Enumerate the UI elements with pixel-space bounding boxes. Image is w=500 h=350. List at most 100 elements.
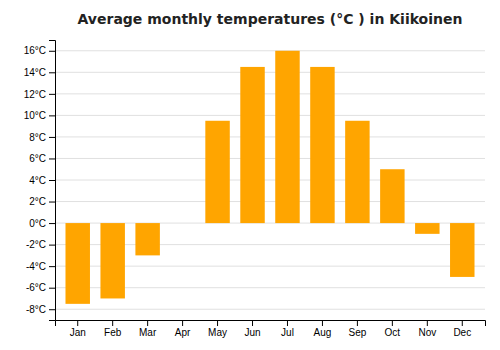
bars — [65, 51, 474, 304]
y-tick: 6°C — [29, 153, 55, 164]
y-tick: 0°C — [29, 218, 55, 229]
y-tick-mark — [49, 202, 55, 203]
x-tick-mark — [287, 320, 288, 326]
bar — [415, 223, 439, 234]
x-tick-mark — [252, 320, 253, 326]
y-tick-label: -8°C — [26, 304, 46, 315]
x-tick-label: Sep — [348, 327, 366, 338]
x-tick: Dec — [453, 320, 471, 338]
y-tick-label: 14°C — [24, 67, 46, 78]
x-tick: Nov — [418, 320, 436, 338]
x-tick-label: Feb — [104, 327, 122, 338]
x-tick-mark — [357, 320, 358, 326]
x-tick: Jan — [70, 320, 86, 338]
grid-line — [55, 115, 485, 116]
plot-area: -8°C -6°C -4°C -2°C 0°C 2°C 4°C 6°C 8°C 10°C 12°C 1… — [24, 41, 486, 339]
y-tick-mark — [49, 180, 55, 181]
bar — [310, 67, 334, 223]
y-tick: -8°C — [26, 304, 55, 315]
x-tick-label: Dec — [453, 327, 471, 338]
x-tick: Oct — [385, 320, 401, 338]
x-tick-label: Mar — [139, 327, 157, 338]
x-tick: Jun — [244, 320, 260, 338]
y-tick-label: -4°C — [26, 261, 46, 272]
x-tick: Sep — [348, 320, 366, 338]
x-tick-label: May — [208, 327, 227, 338]
y-tick-label: 6°C — [29, 153, 46, 164]
y-tick: 4°C — [29, 175, 55, 186]
y-tick-label: -6°C — [26, 282, 46, 293]
x-tick-label: Apr — [175, 327, 191, 338]
x-tick-label: Nov — [418, 327, 436, 338]
y-tick: -6°C — [26, 282, 55, 293]
y-tick-mark — [49, 137, 55, 138]
grid-line — [55, 158, 485, 159]
grid-line — [55, 201, 485, 202]
grid-line — [55, 50, 485, 51]
y-tick-label: 4°C — [29, 175, 46, 186]
y-tick-label: 8°C — [29, 132, 46, 143]
x-tick-mark — [392, 320, 393, 326]
x-tick-mark — [322, 320, 323, 326]
x-tick-mark — [462, 320, 463, 326]
y-tick: 16°C — [24, 45, 55, 56]
x-tick-mark — [217, 320, 218, 326]
y-tick-mark — [49, 309, 55, 310]
bar — [240, 67, 264, 223]
x-tick-mark — [427, 320, 428, 326]
y-tick-label: -2°C — [26, 239, 46, 250]
grid-line — [55, 72, 485, 73]
y-tick: 12°C — [24, 89, 55, 100]
x-tick-label: Jan — [70, 327, 86, 338]
x-tick-mark — [182, 320, 183, 326]
y-tick-label: 16°C — [24, 45, 46, 56]
x-axis: Jan Feb Mar Apr May Jun Jul Aug Sep Oct Nov Dec — [56, 320, 486, 338]
y-tick-label: 2°C — [29, 196, 46, 207]
y-tick: 14°C — [24, 67, 55, 78]
y-axis: -8°C -6°C -4°C -2°C 0°C 2°C 4°C 6°C 8°C 10°C 12°C 1… — [24, 41, 56, 321]
y-tick-mark — [49, 51, 55, 52]
y-tick-label: 12°C — [24, 89, 46, 100]
y-tick-label: 0°C — [29, 218, 46, 229]
bar — [345, 121, 369, 223]
y-tick: 8°C — [29, 132, 55, 143]
grid-line — [55, 180, 485, 181]
x-tick-mark — [112, 320, 113, 326]
bar — [170, 223, 194, 224]
y-axis-line — [49, 41, 56, 321]
y-tick: 10°C — [24, 110, 55, 121]
chart: -8°C -6°C -4°C -2°C 0°C 2°C 4°C 6°C 8°C 10°C 12°C 1… — [0, 0, 500, 350]
x-tick-label: Aug — [314, 327, 332, 338]
x-tick-mark — [77, 320, 78, 326]
grid-line — [55, 136, 485, 137]
bar — [275, 51, 299, 223]
y-tick-mark — [49, 245, 55, 246]
y-tick-mark — [49, 72, 55, 73]
y-tick: -4°C — [26, 261, 55, 272]
x-tick-mark — [147, 320, 148, 326]
y-tick-mark — [49, 94, 55, 95]
x-tick: May — [208, 320, 227, 338]
bar — [205, 121, 229, 223]
x-tick-label: Oct — [385, 327, 401, 338]
x-axis-line — [56, 321, 486, 327]
x-tick: Aug — [314, 320, 332, 338]
title: Average monthly temperatures (°C ) in Ki… — [78, 11, 463, 27]
y-tick-mark — [49, 158, 55, 159]
bar — [380, 169, 404, 223]
grid — [55, 51, 485, 309]
bar — [450, 223, 474, 277]
y-tick-mark — [49, 223, 55, 224]
bar — [100, 223, 124, 298]
x-tick: Apr — [175, 320, 191, 338]
x-tick-label: Jul — [281, 327, 294, 338]
x-tick-label: Jun — [244, 327, 260, 338]
grid-line — [55, 93, 485, 94]
y-tick: -2°C — [26, 239, 55, 250]
bar — [135, 223, 159, 255]
y-tick-mark — [49, 266, 55, 267]
y-tick-label: 10°C — [24, 110, 46, 121]
grid-line — [55, 309, 485, 310]
x-tick: Feb — [104, 320, 122, 338]
y-tick-mark — [49, 288, 55, 289]
